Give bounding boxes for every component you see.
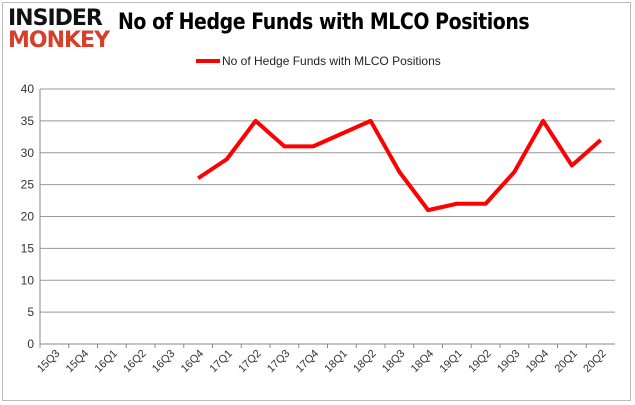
x-tick-label: 17Q3 <box>265 348 293 376</box>
y-tick-label: 0 <box>27 337 34 351</box>
logo-line-1: INSIDER <box>8 6 103 31</box>
x-tick-label: 19Q2 <box>466 348 494 376</box>
y-tick-label: 30 <box>21 146 35 160</box>
x-tick-label: 17Q1 <box>207 348 235 376</box>
y-tick-label: 40 <box>21 82 35 96</box>
y-tick-label: 10 <box>21 273 35 287</box>
x-tick-label: 18Q3 <box>380 348 408 376</box>
x-tick-label: 16Q3 <box>150 348 178 376</box>
x-tick-label: 20Q1 <box>552 348 580 376</box>
y-tick-label: 25 <box>21 178 35 192</box>
y-tick-label: 35 <box>21 114 35 128</box>
legend: No of Hedge Funds with MLCO Positions <box>196 54 441 68</box>
x-tick-label: 17Q4 <box>294 348 322 376</box>
legend-swatch <box>196 59 220 63</box>
x-tick-label: 16Q2 <box>121 348 149 376</box>
y-tick-label: 5 <box>27 305 34 319</box>
x-tick-label: 17Q2 <box>236 348 264 376</box>
x-tick-label: 15Q4 <box>64 348 92 376</box>
x-tick-label: 20Q2 <box>581 348 609 376</box>
y-tick-label: 15 <box>21 241 35 255</box>
x-tick-label: 18Q1 <box>322 348 350 376</box>
x-tick-label: 19Q4 <box>524 348 552 376</box>
x-tick-label: 18Q4 <box>409 348 437 376</box>
x-tick-label: 15Q3 <box>35 348 63 376</box>
y-tick-label: 20 <box>21 210 35 224</box>
legend-label: No of Hedge Funds with MLCO Positions <box>222 54 441 68</box>
logo-line-2: MONKEY <box>8 28 110 53</box>
x-tick-label: 16Q1 <box>92 348 120 376</box>
series-line <box>197 118 602 213</box>
x-tick-label: 19Q3 <box>495 348 523 376</box>
x-tick-label: 16Q4 <box>179 348 207 376</box>
chart-title: No of Hedge Funds with MLCO Positions <box>118 10 530 35</box>
insider-monkey-logo: INSIDER MONKEY <box>8 6 118 53</box>
chart-frame <box>2 2 631 401</box>
x-tick-label: 19Q1 <box>437 348 465 376</box>
x-tick-label: 18Q2 <box>351 348 379 376</box>
